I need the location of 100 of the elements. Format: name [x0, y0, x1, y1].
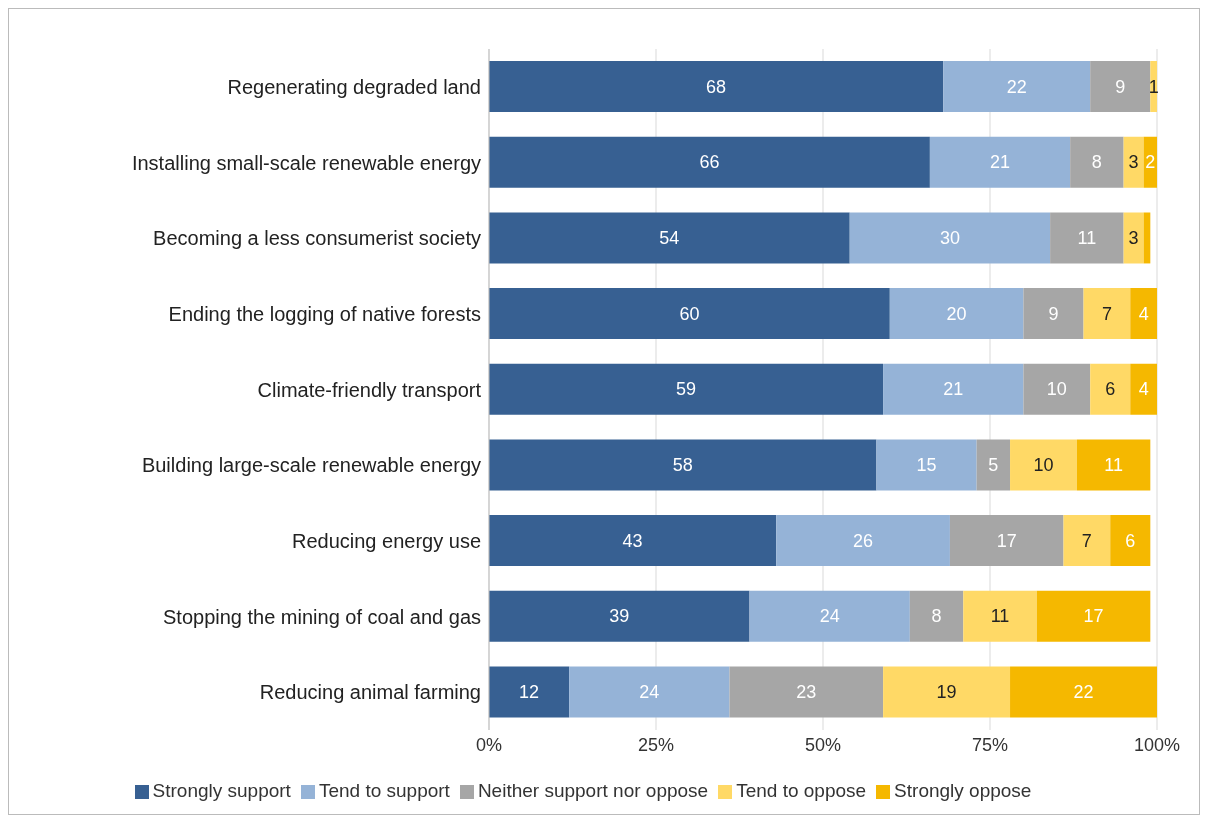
- bar: [489, 61, 944, 113]
- data-label: 3: [1128, 152, 1139, 173]
- x-tick-label: 25%: [637, 734, 675, 755]
- bar: [1063, 515, 1111, 567]
- bar: [489, 212, 850, 264]
- data-label: 15: [916, 454, 937, 475]
- bar: [883, 363, 1024, 415]
- data-label: 66: [699, 152, 720, 173]
- y-tick-label: Reducing animal farming: [259, 681, 481, 704]
- data-label: 8: [1091, 152, 1102, 173]
- data-label: 21: [990, 152, 1011, 173]
- bar: [1023, 288, 1084, 340]
- data-label: 26: [853, 530, 874, 551]
- y-tick-label: Regenerating degraded land: [227, 75, 481, 98]
- data-label: 19: [936, 681, 957, 702]
- bar: [1010, 666, 1157, 718]
- bar: [949, 515, 1064, 567]
- bar: [1036, 590, 1151, 642]
- data-label: 30: [939, 227, 960, 248]
- data-label: 8: [931, 606, 942, 627]
- x-tick-label: 50%: [804, 734, 842, 755]
- bar: [909, 590, 964, 642]
- bar: [489, 439, 877, 491]
- y-tick-label: Stopping the mining of coal and gas: [163, 605, 481, 628]
- bar: [1130, 363, 1157, 415]
- x-tick-label: 0%: [475, 734, 503, 755]
- bar: [1130, 288, 1157, 340]
- y-tick-label: Becoming a less consumerist society: [153, 227, 481, 250]
- bar: [1050, 212, 1124, 264]
- data-label: 9: [1048, 303, 1059, 324]
- bar: [489, 288, 890, 340]
- data-label: 22: [1006, 76, 1027, 97]
- data-label: 7: [1101, 303, 1112, 324]
- bar: [1076, 439, 1151, 491]
- bar: [976, 439, 1011, 491]
- legend-label: Tend to oppose: [736, 780, 867, 801]
- legend-label: Tend to support: [318, 780, 450, 801]
- bar: [876, 439, 977, 491]
- y-tick-label: Installing small-scale renewable energy: [131, 151, 481, 174]
- y-tick-label: Climate-friendly transport: [257, 378, 482, 401]
- data-label: 68: [706, 76, 727, 97]
- data-label: 54: [659, 227, 680, 248]
- bar: [489, 515, 777, 567]
- data-label: 17: [996, 530, 1017, 551]
- data-label: 10: [1046, 379, 1067, 400]
- data-label: 59: [676, 379, 697, 400]
- data-label: 10: [1033, 454, 1054, 475]
- data-label: 4: [1138, 303, 1149, 324]
- legend-label: Strongly oppose: [894, 780, 1032, 801]
- bar: [729, 666, 884, 718]
- data-label: 39: [609, 606, 630, 627]
- data-label: 21: [943, 379, 964, 400]
- bar: [569, 666, 730, 718]
- bar: [1090, 363, 1131, 415]
- data-label: 22: [1073, 681, 1094, 702]
- y-tick-label: Ending the logging of native forests: [168, 302, 481, 325]
- bar: [489, 363, 884, 415]
- bar: [889, 288, 1024, 340]
- data-label: 43: [622, 530, 643, 551]
- bar: [929, 136, 1071, 188]
- data-label: 11: [1077, 227, 1097, 248]
- legend-label: Strongly support: [152, 780, 291, 801]
- legend-label: Neither support nor oppose: [477, 780, 709, 801]
- data-label: 12: [519, 681, 540, 702]
- bar: [943, 61, 1091, 113]
- data-label: 20: [946, 303, 967, 324]
- data-label: 23: [796, 681, 817, 702]
- bar: [1123, 212, 1144, 264]
- data-label: 6: [1105, 379, 1116, 400]
- x-tick-label: 75%: [971, 734, 1009, 755]
- data-label: 58: [672, 454, 693, 475]
- x-tick-label: 100%: [1133, 734, 1181, 755]
- data-label: 6: [1125, 530, 1136, 551]
- data-label: 17: [1083, 606, 1104, 627]
- data-label: 60: [679, 303, 700, 324]
- bar: [883, 666, 1011, 718]
- bar: [489, 666, 570, 718]
- bar: [1110, 515, 1151, 567]
- bar: [1010, 439, 1077, 491]
- data-label: 24: [639, 681, 660, 702]
- bar: [1090, 61, 1151, 113]
- bar: [1083, 288, 1131, 340]
- data-label: 11: [990, 606, 1010, 627]
- y-tick-label: Building large-scale renewable energy: [141, 454, 481, 477]
- bar: [1070, 136, 1124, 188]
- bar: [849, 212, 1051, 264]
- data-label: 4: [1138, 379, 1149, 400]
- bar: [1023, 363, 1091, 415]
- bar: [1123, 136, 1144, 188]
- bar: [489, 590, 750, 642]
- data-label: 3: [1128, 227, 1139, 248]
- data-label: 2: [1145, 152, 1156, 173]
- y-tick-label: Reducing energy use: [291, 529, 481, 552]
- bar: [963, 590, 1037, 642]
- data-label: 24: [819, 606, 840, 627]
- data-label: 9: [1115, 76, 1126, 97]
- bar: [749, 590, 910, 642]
- bar: [776, 515, 950, 567]
- bar: [1143, 212, 1151, 264]
- data-label: 7: [1081, 530, 1092, 551]
